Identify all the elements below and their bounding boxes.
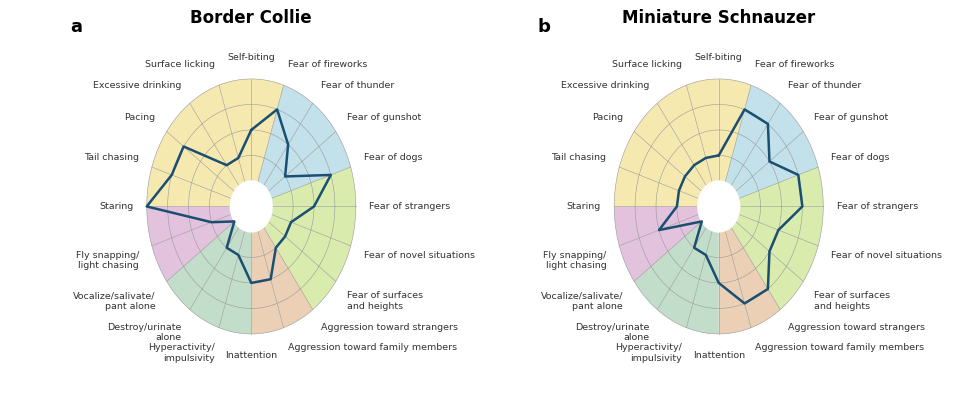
Text: Fear of gunshot: Fear of gunshot <box>813 113 888 122</box>
Text: Hyperactivity/
impulsivity: Hyperactivity/ impulsivity <box>147 343 214 363</box>
Polygon shape <box>167 222 238 310</box>
Text: Fear of strangers: Fear of strangers <box>369 202 451 211</box>
Text: Fear of dogs: Fear of dogs <box>363 153 422 162</box>
Text: Excessive drinking: Excessive drinking <box>93 81 181 90</box>
Text: Self-biting: Self-biting <box>694 53 742 62</box>
Polygon shape <box>219 79 251 182</box>
Polygon shape <box>613 206 698 246</box>
Text: Aggression toward family members: Aggression toward family members <box>755 343 923 353</box>
Text: Destroy/urinate
alone: Destroy/urinate alone <box>575 323 648 342</box>
Text: Vocalize/salivate/
pant alone: Vocalize/salivate/ pant alone <box>73 291 156 310</box>
Text: Aggression toward family members: Aggression toward family members <box>288 343 456 353</box>
Text: Fear of thunder: Fear of thunder <box>788 81 860 90</box>
Text: Fear of novel situations: Fear of novel situations <box>363 251 474 260</box>
Text: Fly snapping/
light chasing: Fly snapping/ light chasing <box>543 251 606 270</box>
Polygon shape <box>146 167 232 206</box>
Text: Fear of surfaces
and heights: Fear of surfaces and heights <box>813 291 890 310</box>
Text: Surface licking: Surface licking <box>144 60 214 69</box>
Polygon shape <box>686 79 718 182</box>
Polygon shape <box>735 131 817 198</box>
Text: Hyperactivity/
impulsivity: Hyperactivity/ impulsivity <box>614 343 681 363</box>
Text: Fly snapping/
light chasing: Fly snapping/ light chasing <box>76 251 139 270</box>
Polygon shape <box>219 231 251 334</box>
Text: Staring: Staring <box>566 202 600 211</box>
Text: Aggression toward strangers: Aggression toward strangers <box>788 323 924 332</box>
Title: Border Collie: Border Collie <box>190 10 312 27</box>
Text: Surface licking: Surface licking <box>611 60 681 69</box>
Polygon shape <box>152 214 234 281</box>
Polygon shape <box>258 85 312 186</box>
Text: Fear of strangers: Fear of strangers <box>836 202 918 211</box>
Text: Staring: Staring <box>99 202 133 211</box>
Polygon shape <box>697 181 739 232</box>
Polygon shape <box>731 103 802 191</box>
Text: Inattention: Inattention <box>225 351 277 360</box>
Polygon shape <box>264 103 335 191</box>
Polygon shape <box>725 85 779 186</box>
Polygon shape <box>618 214 702 281</box>
Polygon shape <box>264 222 335 310</box>
Text: Fear of dogs: Fear of dogs <box>830 153 889 162</box>
Polygon shape <box>251 231 283 334</box>
Text: Pacing: Pacing <box>124 113 156 122</box>
Text: Fear of fireworks: Fear of fireworks <box>288 60 367 69</box>
Polygon shape <box>634 103 705 191</box>
Polygon shape <box>657 227 711 328</box>
Title: Miniature Schnauzer: Miniature Schnauzer <box>621 10 815 27</box>
Polygon shape <box>634 222 705 310</box>
Polygon shape <box>718 79 750 182</box>
Text: Self-biting: Self-biting <box>227 53 275 62</box>
Polygon shape <box>267 214 351 281</box>
Polygon shape <box>271 167 356 206</box>
Polygon shape <box>271 206 356 246</box>
Polygon shape <box>718 231 750 334</box>
Polygon shape <box>686 231 718 334</box>
Text: b: b <box>537 18 549 36</box>
Polygon shape <box>613 167 698 206</box>
Text: Excessive drinking: Excessive drinking <box>560 81 648 90</box>
Text: Inattention: Inattention <box>692 351 744 360</box>
Polygon shape <box>167 103 238 191</box>
Text: Fear of fireworks: Fear of fireworks <box>755 60 833 69</box>
Polygon shape <box>230 181 272 232</box>
Polygon shape <box>737 206 823 246</box>
Text: Fear of novel situations: Fear of novel situations <box>830 251 941 260</box>
Text: Destroy/urinate
alone: Destroy/urinate alone <box>108 323 181 342</box>
Polygon shape <box>735 214 817 281</box>
Polygon shape <box>190 85 244 186</box>
Text: Fear of gunshot: Fear of gunshot <box>347 113 421 122</box>
Polygon shape <box>725 227 779 328</box>
Text: Tail chasing: Tail chasing <box>84 153 139 162</box>
Text: Fear of thunder: Fear of thunder <box>321 81 393 90</box>
Text: Fear of surfaces
and heights: Fear of surfaces and heights <box>347 291 422 310</box>
Polygon shape <box>152 131 234 198</box>
Polygon shape <box>146 206 232 246</box>
Text: a: a <box>70 18 81 36</box>
Polygon shape <box>258 227 312 328</box>
Text: Tail chasing: Tail chasing <box>550 153 606 162</box>
Text: Vocalize/salivate/
pant alone: Vocalize/salivate/ pant alone <box>540 291 622 310</box>
Polygon shape <box>731 222 802 310</box>
Polygon shape <box>618 131 702 198</box>
Polygon shape <box>737 167 823 206</box>
Text: Pacing: Pacing <box>591 113 622 122</box>
Polygon shape <box>251 79 283 182</box>
Polygon shape <box>657 85 711 186</box>
Polygon shape <box>267 131 351 198</box>
Polygon shape <box>190 227 244 328</box>
Text: Aggression toward strangers: Aggression toward strangers <box>321 323 457 332</box>
